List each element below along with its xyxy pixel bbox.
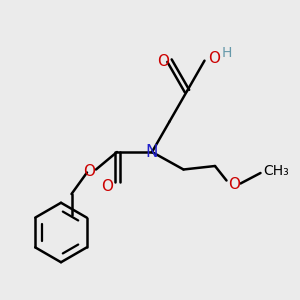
Text: O: O — [229, 177, 241, 192]
Text: H: H — [221, 46, 232, 60]
Text: O: O — [101, 179, 113, 194]
Text: O: O — [208, 51, 220, 66]
Text: O: O — [158, 54, 169, 69]
Text: O: O — [83, 164, 95, 179]
Text: N: N — [146, 143, 158, 161]
Text: CH₃: CH₃ — [264, 164, 290, 178]
